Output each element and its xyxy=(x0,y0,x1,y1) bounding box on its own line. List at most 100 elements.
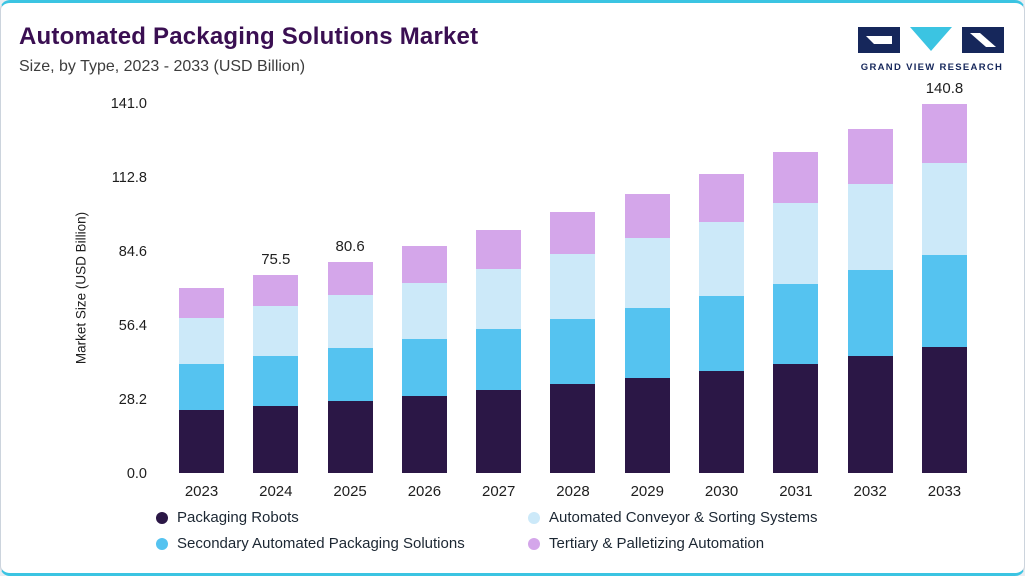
x-axis-label: 2032 xyxy=(853,483,887,500)
y-axis-label: Market Size (USD Billion) xyxy=(73,211,89,365)
bar-stack xyxy=(179,288,224,473)
gvr-logo-mark-icon xyxy=(858,27,1006,57)
bar-segment xyxy=(624,193,670,239)
brand-name: GRAND VIEW RESEARCH xyxy=(860,62,1004,73)
bar-stack xyxy=(773,152,819,473)
legend: Packaging Robots Automated Conveyor & Sor… xyxy=(156,509,817,552)
bar-stack xyxy=(476,230,522,473)
y-tick-label: 112.8 xyxy=(111,170,147,186)
x-axis-label: 2027 xyxy=(482,483,516,500)
bar-segment xyxy=(401,339,447,396)
bar-column: 140.8 2033 xyxy=(921,80,967,500)
bar-segment xyxy=(921,347,967,473)
gvr-logo: GRAND VIEW RESEARCH xyxy=(856,27,1008,73)
legend-marker-icon xyxy=(528,511,540,524)
bar-segment xyxy=(550,319,596,385)
bar-column: 2030 xyxy=(699,103,745,500)
bar-segment xyxy=(624,238,670,309)
legend-item: Automated Conveyor & Sorting Systems xyxy=(528,509,817,526)
bar-segment xyxy=(253,355,299,406)
bar-segment xyxy=(401,246,447,283)
x-axis-label: 2026 xyxy=(407,483,442,500)
bar-total-label: 75.5 xyxy=(261,250,291,268)
bar-stack xyxy=(847,129,893,473)
bar-segment xyxy=(773,152,819,204)
bar-segment xyxy=(253,405,299,473)
bar-column: 2028 xyxy=(550,103,596,500)
y-axis-ticks: 141.0 112.8 84.6 56.4 28.2 0.0 xyxy=(93,96,147,482)
x-axis-label: 2024 xyxy=(259,483,293,500)
bar-segment xyxy=(179,288,224,318)
bar-column: 2026 xyxy=(401,103,447,500)
bar-segment xyxy=(921,254,967,348)
x-axis-label: 2025 xyxy=(333,483,367,500)
bar-segment xyxy=(327,261,373,296)
legend-item: Tertiary & Palletizing Automation xyxy=(528,535,817,552)
bar-stack xyxy=(624,193,670,473)
plot-area: 2023 75.5 2024 80.6 2025 2026 2027 2028 2029 2030… xyxy=(159,80,987,500)
bar-segment xyxy=(327,348,373,402)
bar-segment xyxy=(550,212,596,255)
bar-stack xyxy=(921,103,967,473)
legend-item: Packaging Robots xyxy=(156,509,528,526)
bar-segment xyxy=(847,355,893,473)
chart-title: Automated Packaging Solutions Market xyxy=(19,23,479,50)
bar-column: 2031 xyxy=(773,103,819,500)
bar-segment xyxy=(699,173,745,222)
bar-segment xyxy=(327,295,373,349)
bar-segment xyxy=(921,162,967,255)
x-axis-label: 2029 xyxy=(630,483,664,500)
y-tick-label: 84.6 xyxy=(118,244,147,260)
legend-marker-icon xyxy=(528,537,540,550)
bar-segment xyxy=(179,364,224,411)
bar-column: 2027 xyxy=(476,103,522,500)
bar-stack xyxy=(327,261,373,473)
bar-segment xyxy=(624,378,670,473)
bar-segment xyxy=(699,221,745,297)
bar-column: 2029 xyxy=(624,103,670,500)
bar-segment xyxy=(550,254,596,320)
x-axis-label: 2030 xyxy=(704,483,739,500)
bar-segment xyxy=(699,296,745,372)
legend-marker-icon xyxy=(156,537,168,550)
legend-label: Secondary Automated Packaging Solutions xyxy=(177,535,465,552)
y-tick-label: 28.2 xyxy=(118,392,147,408)
legend-label: Automated Conveyor & Sorting Systems xyxy=(549,509,818,526)
bar-segment xyxy=(253,274,299,307)
bar-segment xyxy=(847,183,893,270)
bar-segment xyxy=(327,401,373,473)
bar-segment xyxy=(401,282,447,340)
legend-marker-icon xyxy=(156,511,168,524)
bar-total-label: 140.8 xyxy=(925,79,964,97)
x-axis-label: 2023 xyxy=(184,483,219,500)
legend-item: Secondary Automated Packaging Solutions xyxy=(156,535,528,552)
bar-segment xyxy=(476,230,522,269)
bar-segment xyxy=(476,268,522,330)
bar-segment xyxy=(476,390,522,473)
bar-column: 2023 xyxy=(179,103,224,500)
bar-segment xyxy=(476,329,522,391)
x-axis-label: 2033 xyxy=(927,483,962,500)
bar-segment xyxy=(699,371,745,473)
bar-segment xyxy=(773,203,819,284)
y-tick-label: 141.0 xyxy=(110,96,147,112)
bar-segment xyxy=(179,317,224,365)
bar-total-label: 80.6 xyxy=(335,237,365,255)
x-axis-label: 2031 xyxy=(779,483,813,500)
bar-segment xyxy=(773,283,819,364)
bar-column: 75.5 2024 xyxy=(253,103,299,500)
y-tick-label: 56.4 xyxy=(118,318,147,334)
bar-stack xyxy=(253,274,299,473)
bar-segment xyxy=(847,129,893,184)
bar-stack xyxy=(550,212,596,473)
bar-column: 80.6 2025 xyxy=(327,103,373,500)
bar-segment xyxy=(550,384,596,473)
bar-segment xyxy=(179,410,224,473)
bar-segment xyxy=(921,103,967,163)
chart-subtitle: Size, by Type, 2023 - 2033 (USD Billion) xyxy=(19,58,306,75)
bar-segment xyxy=(253,306,299,356)
bar-stack xyxy=(699,173,745,473)
bar-stack xyxy=(401,246,447,473)
legend-label: Packaging Robots xyxy=(177,509,299,526)
